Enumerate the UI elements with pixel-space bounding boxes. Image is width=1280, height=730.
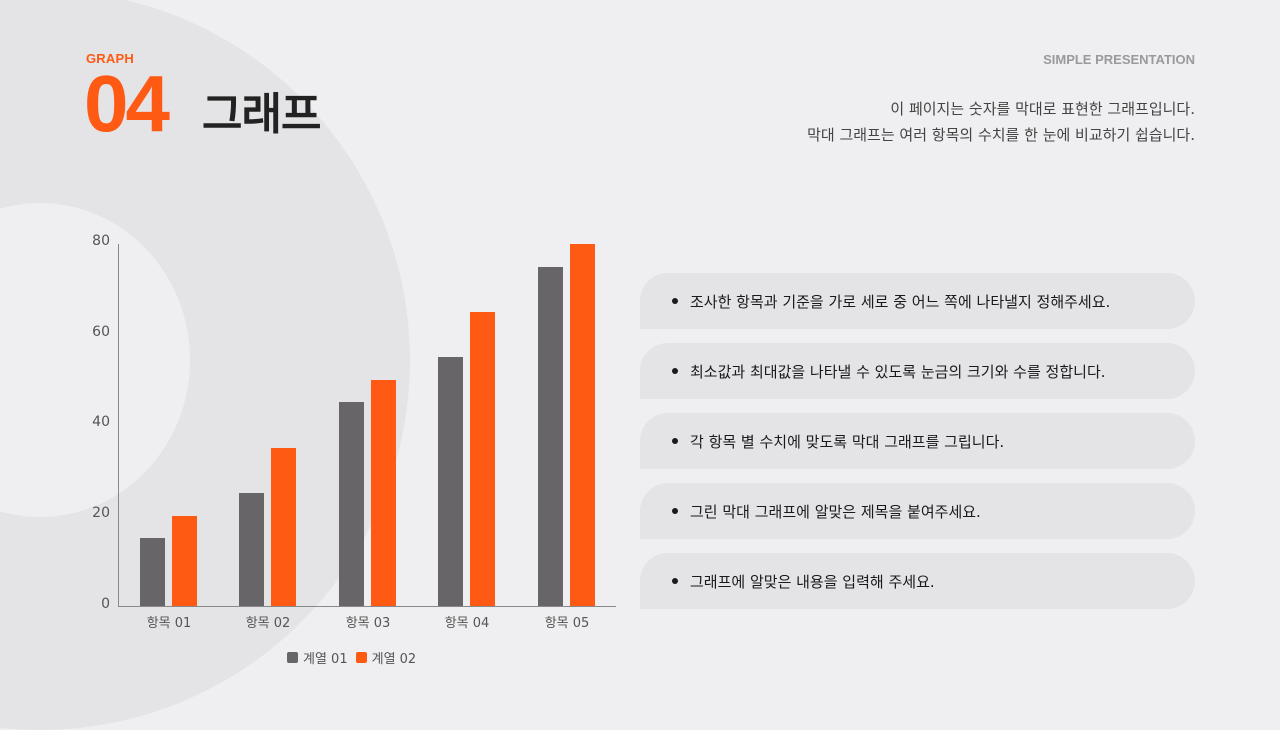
step-text: 각 항목 별 수치에 맞도록 막대 그래프를 그립니다. (690, 432, 1005, 451)
step-item: 그린 막대 그래프에 알맞은 제목을 붙여주세요. (640, 483, 1195, 539)
y-tick: 40 (92, 414, 110, 430)
x-label: 항목 02 (245, 616, 291, 631)
description-line: 이 페이지는 숫자를 막대로 표현한 그래프입니다. (890, 100, 1195, 118)
legend-label: 계열 01 (303, 652, 348, 667)
step-text: 최소값과 최대값을 나타낼 수 있도록 눈금의 크기와 수를 정합니다. (690, 362, 1106, 381)
bar (140, 538, 165, 606)
brand-label: SIMPLE PRESENTATION (1043, 52, 1195, 67)
y-tick: 0 (101, 596, 110, 612)
y-tick: 60 (92, 324, 110, 340)
bar (271, 447, 296, 606)
section-tag: GRAPH (86, 51, 134, 66)
x-label: 항목 05 (544, 616, 590, 631)
x-label: 항목 04 (444, 616, 490, 631)
bar (371, 379, 396, 606)
step-text: 그린 막대 그래프에 알맞은 제목을 붙여주세요. (690, 502, 981, 521)
step-text: 그래프에 알맞은 내용을 입력해 주세요. (690, 572, 935, 591)
legend-swatch-icon (287, 652, 298, 663)
x-label: 항목 01 (146, 616, 192, 631)
x-label: 항목 03 (345, 616, 391, 631)
section-number: 04 (84, 59, 170, 148)
bar (538, 266, 563, 606)
bullet-icon (672, 578, 678, 584)
legend-label: 계열 02 (371, 652, 417, 667)
y-tick: 80 (92, 233, 110, 249)
bullet-icon (672, 508, 678, 514)
step-text: 조사한 항목과 기준을 가로 세로 중 어느 쪽에 나타낼지 정해주세요. (690, 292, 1111, 311)
bar-chart: 0 20 40 60 80 항목 01 항목 02 항목 03 항목 04 항목… (0, 0, 640, 720)
step-item: 그래프에 알맞은 내용을 입력해 주세요. (640, 553, 1195, 609)
chart-legend: 계열 01 계열 02 (287, 648, 424, 667)
legend-item: 계열 02 (355, 648, 417, 667)
x-axis (118, 606, 616, 607)
step-item: 조사한 항목과 기준을 가로 세로 중 어느 쪽에 나타낼지 정해주세요. (640, 273, 1195, 329)
y-tick: 20 (92, 505, 110, 521)
bar (570, 244, 595, 606)
steps-list: 조사한 항목과 기준을 가로 세로 중 어느 쪽에 나타낼지 정해주세요. 최소… (640, 273, 1195, 623)
bullet-icon (672, 298, 678, 304)
bar (438, 357, 463, 606)
bullet-icon (672, 438, 678, 444)
page-title: 그래프 (202, 90, 321, 139)
bar (339, 402, 364, 606)
step-item: 각 항목 별 수치에 맞도록 막대 그래프를 그립니다. (640, 413, 1195, 469)
bar (172, 515, 197, 606)
page-description: 이 페이지는 숫자를 막대로 표현한 그래프입니다. 막대 그래프는 여러 항목… (807, 96, 1195, 148)
bar (470, 311, 495, 606)
legend-item: 계열 01 (287, 648, 348, 667)
step-item: 최소값과 최대값을 나타낼 수 있도록 눈금의 크기와 수를 정합니다. (640, 343, 1195, 399)
y-axis (118, 244, 119, 606)
bar (239, 492, 264, 606)
legend-swatch-icon (355, 652, 367, 663)
bullet-icon (672, 368, 678, 374)
description-line: 막대 그래프는 여러 항목의 수치를 한 눈에 비교하기 쉽습니다. (807, 126, 1195, 144)
